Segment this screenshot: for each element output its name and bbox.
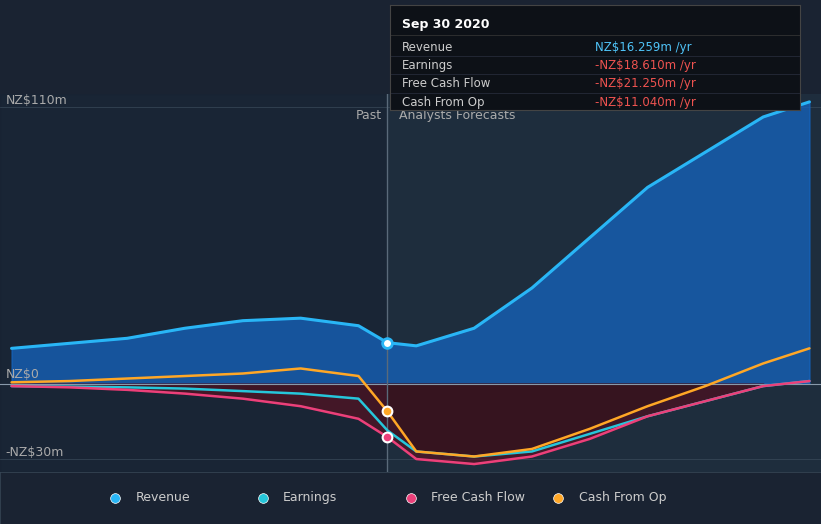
- Text: Past: Past: [355, 110, 382, 123]
- Text: Free Cash Flow: Free Cash Flow: [402, 78, 491, 90]
- Text: Sep 30 2020: Sep 30 2020: [402, 18, 490, 31]
- Text: -NZ$11.040m /yr: -NZ$11.040m /yr: [595, 96, 696, 108]
- Text: Cash From Op: Cash From Op: [402, 96, 484, 108]
- Text: -NZ$30m: -NZ$30m: [6, 446, 64, 459]
- Text: NZ$110m: NZ$110m: [6, 94, 67, 107]
- Text: Earnings: Earnings: [283, 492, 337, 504]
- Text: Cash From Op: Cash From Op: [579, 492, 667, 504]
- Text: Free Cash Flow: Free Cash Flow: [431, 492, 525, 504]
- Text: Earnings: Earnings: [402, 59, 454, 72]
- Text: NZ$0: NZ$0: [6, 368, 39, 381]
- Text: -NZ$21.250m /yr: -NZ$21.250m /yr: [595, 78, 696, 90]
- Bar: [388, 94, 821, 472]
- Text: Revenue: Revenue: [402, 41, 454, 53]
- Text: NZ$16.259m /yr: NZ$16.259m /yr: [595, 41, 692, 53]
- Text: -NZ$18.610m /yr: -NZ$18.610m /yr: [595, 59, 696, 72]
- Text: Analysts Forecasts: Analysts Forecasts: [399, 110, 516, 123]
- Bar: [0, 94, 388, 472]
- Text: Revenue: Revenue: [135, 492, 190, 504]
